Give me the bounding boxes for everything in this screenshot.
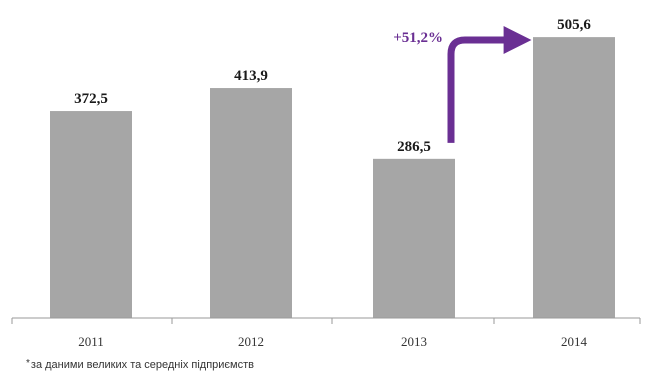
category-label-2011: 2011 <box>78 334 104 349</box>
footnote: *за даними великих та середніх підприємс… <box>26 358 254 371</box>
footnote-text: за даними великих та середніх підприємст… <box>30 359 254 371</box>
category-label-2012: 2012 <box>238 334 264 349</box>
growth-label: +51,2% <box>393 30 443 46</box>
value-label-2013: 286,5 <box>397 139 431 155</box>
growth-annotation: +51,2% <box>393 26 532 143</box>
growth-arrow <box>447 26 532 143</box>
value-label-2012: 413,9 <box>234 68 268 84</box>
bar-2012 <box>210 88 292 318</box>
category-label-2013: 2013 <box>401 334 427 349</box>
value-labels: 372,5 2011 413,9 2012 286,5 2013 505,6 2014 <box>74 17 591 349</box>
footnote-marker: * <box>26 358 30 369</box>
bar-2011 <box>50 111 132 318</box>
bar-2013 <box>373 158 455 318</box>
bar-2014 <box>533 37 615 318</box>
x-axis-ticks <box>11 318 641 324</box>
value-label-2011: 372,5 <box>74 91 108 107</box>
value-label-2014: 505,6 <box>557 17 591 33</box>
category-label-2014: 2014 <box>561 334 588 349</box>
bars-layer <box>50 37 615 318</box>
